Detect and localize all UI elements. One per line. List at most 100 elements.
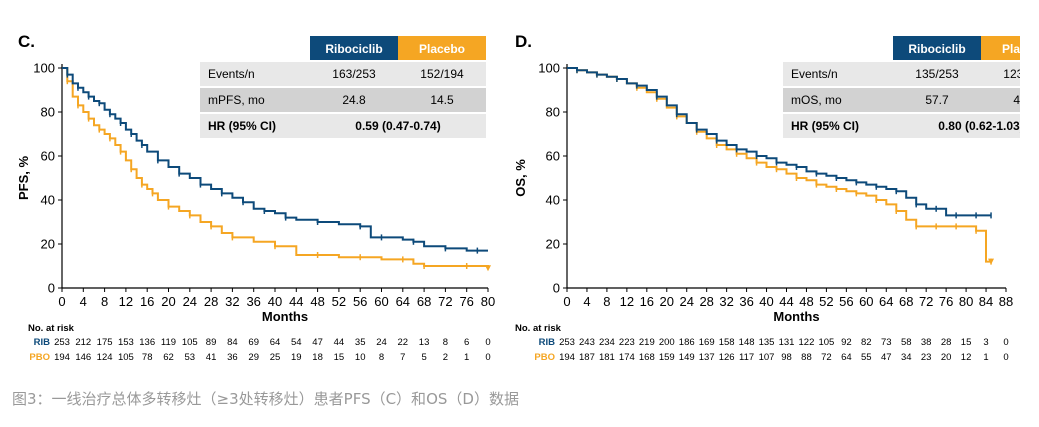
risk-pbo-value: 23 [921,352,932,363]
table-row-bg [200,88,486,112]
y-tick-label: 20 [546,237,560,252]
risk-pbo-value: 146 [75,352,91,363]
risk-pbo-value: 2 [443,352,448,363]
risk-rib-value: 186 [679,337,695,348]
x-tick-label: 48 [310,294,324,309]
x-tick-label: 28 [204,294,218,309]
risk-pbo-value: 53 [185,352,196,363]
x-axis-label: Months [262,309,308,324]
risk-pbo-value: 0 [1003,352,1008,363]
x-tick-label: 84 [979,294,993,309]
placebo-end-marker [485,265,491,272]
risk-pbo-value: 194 [54,352,70,363]
risk-pbo-value: 137 [699,352,715,363]
risk-rib-label: RIB [34,337,51,348]
y-axis-label: OS, % [513,159,528,197]
x-tick-label: 80 [959,294,973,309]
risk-pbo-value: 64 [841,352,852,363]
risk-rib-value: 105 [182,337,198,348]
table-placebo-value: 14.5 [430,93,454,107]
table-row-label: Events/n [791,67,838,81]
table-ribociclib-value: 135/253 [915,67,959,81]
x-tick-label: 28 [699,294,713,309]
table-row-label: mPFS, mo [208,93,265,107]
risk-pbo-value: 47 [881,352,892,363]
risk-pbo-value: 174 [619,352,635,363]
x-tick-label: 76 [939,294,953,309]
placebo-end-marker [988,258,995,265]
risk-rib-value: 13 [419,337,430,348]
y-tick-label: 40 [546,193,560,208]
risk-title: No. at risk [28,323,75,334]
risk-pbo-value: 5 [421,352,426,363]
table-ribociclib-value: 24.8 [342,93,366,107]
risk-pbo-value: 126 [719,352,735,363]
x-tick-label: 36 [246,294,260,309]
risk-rib-value: 253 [559,337,575,348]
table-ribociclib-value: 57.7 [925,93,949,107]
x-axis-label: Months [773,309,819,324]
panel-label: D. [515,32,532,51]
x-tick-label: 8 [603,294,610,309]
risk-rib-value: 136 [139,337,155,348]
table-row-bg [783,62,1039,86]
risk-rib-value: 105 [818,337,834,348]
risk-rib-value: 54 [291,337,302,348]
risk-pbo-value: 105 [118,352,134,363]
risk-rib-value: 219 [639,337,655,348]
x-tick-label: 44 [779,294,793,309]
risk-pbo-value: 7 [400,352,405,363]
risk-pbo-value: 12 [961,352,972,363]
table-row-label: Events/n [208,67,255,81]
table-header-placebo [398,36,486,60]
x-tick-label: 56 [353,294,367,309]
table-header-ribociclib [310,36,398,60]
risk-rib-value: 158 [719,337,735,348]
risk-pbo-value: 194 [559,352,575,363]
risk-rib-value: 200 [659,337,675,348]
table-placebo-value: 152/194 [420,67,464,81]
table-row-label: mOS, mo [791,93,842,107]
x-tick-label: 72 [438,294,452,309]
x-tick-label: 68 [417,294,431,309]
x-tick-label: 52 [819,294,833,309]
risk-rib-value: 58 [901,337,912,348]
risk-rib-value: 38 [921,337,932,348]
risk-rib-value: 64 [270,337,281,348]
table-header-ribociclib-label: Ribociclib [908,42,965,56]
risk-pbo-value: 41 [206,352,217,363]
risk-rib-label: RIB [539,337,556,348]
pfs-chart-panel: C. 0 20 40 60 80 100 0 4 8 12 16 20 24 28 32 36 40 44 48 52 5… [0,0,515,380]
placebo-curve [62,67,489,269]
y-tick-label: 20 [41,237,55,252]
risk-pbo-value: 98 [781,352,792,363]
table-header-ribociclib [893,36,981,60]
risk-rib-value: 28 [941,337,952,348]
x-tick-label: 36 [739,294,753,309]
risk-rib-value: 153 [118,337,134,348]
risk-pbo-value: 107 [759,352,775,363]
risk-rib-value: 22 [398,337,409,348]
y-tick-label: 0 [553,281,560,296]
risk-pbo-value: 149 [679,352,695,363]
x-tick-label: 16 [640,294,654,309]
x-tick-label: 20 [660,294,674,309]
risk-rib-value: 148 [739,337,755,348]
x-tick-label: 12 [119,294,133,309]
risk-pbo-value: 0 [485,352,490,363]
table-hr-bg [200,114,486,138]
risk-rib-value: 73 [881,337,892,348]
x-tick-label: 0 [563,294,570,309]
risk-pbo-value: 18 [312,352,323,363]
x-tick-label: 52 [332,294,346,309]
x-tick-label: 32 [719,294,733,309]
risk-rib-value: 243 [579,337,595,348]
risk-rib-value: 0 [1003,337,1008,348]
x-tick-label: 40 [759,294,773,309]
risk-pbo-value: 159 [659,352,675,363]
risk-rib-value: 135 [759,337,775,348]
risk-rib-value: 84 [227,337,238,348]
risk-pbo-value: 55 [861,352,872,363]
